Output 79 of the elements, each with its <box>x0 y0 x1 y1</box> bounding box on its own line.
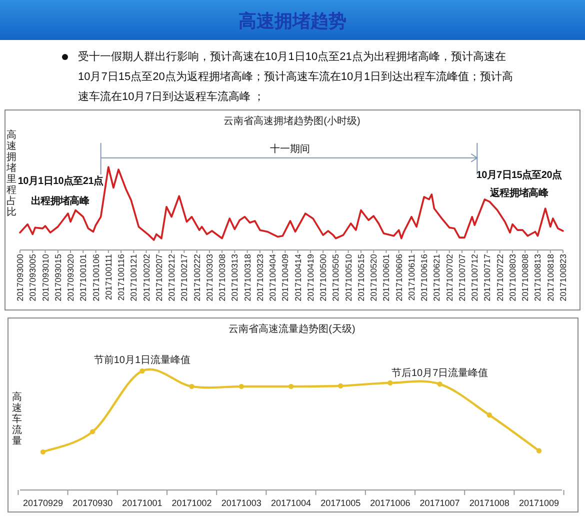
x-tick-label: 2017100414 <box>292 254 303 302</box>
x-tick-label: 2017093000 <box>15 254 25 302</box>
annotation: 节后10月7日流量峰值 <box>391 367 488 380</box>
x-tick-label: 20171003 <box>221 498 262 508</box>
annotation: 节前10月1日流量峰值 <box>94 354 191 366</box>
x-tick-label: 20171005 <box>320 498 361 508</box>
x-tick-label: 2017093005 <box>28 254 38 302</box>
x-tick-label: 2017100717 <box>482 254 492 302</box>
x-tick-label: 20170929 <box>22 498 64 508</box>
x-tick-label: 2017100212 <box>166 254 177 302</box>
x-tick-label: 2017100707 <box>456 254 467 302</box>
text: 高速拥堵趋势 <box>238 10 348 33</box>
y-axis-title: 高速拥堵里程占比 <box>6 129 16 218</box>
point <box>90 429 96 434</box>
x-tick-label: 2017100207 <box>154 254 164 302</box>
x-tick-label: 2017100505 <box>330 254 341 302</box>
x-tick-label: 2017093010 <box>40 254 50 302</box>
x-tick-label: 20171002 <box>172 498 212 508</box>
x-tick-label: 2017093015 <box>52 254 63 302</box>
x-tick-label: 20171007 <box>420 498 460 508</box>
x-tick-label: 20171008 <box>469 498 510 508</box>
x-tick-label: 2017100116 <box>116 254 126 301</box>
x-tick-label: 2017100500 <box>318 254 328 302</box>
x-tick-label: 2017100818 <box>545 254 556 302</box>
point <box>238 384 244 390</box>
x-tick-label: 2017100111 <box>103 254 114 300</box>
point <box>40 449 46 455</box>
x-tick-label: 20170930 <box>72 498 113 508</box>
x-tick-label: 2017100722 <box>494 254 505 302</box>
x-tick-label: 2017100409 <box>280 254 290 302</box>
x-tick-label: 2017100318 <box>242 254 252 302</box>
x-tick-label: 2017100303 <box>204 254 214 302</box>
point <box>536 448 542 454</box>
x-tick-label: 2017100823 <box>558 254 568 302</box>
x-tick-label: 20171006 <box>370 498 410 508</box>
x-tick-label: 2017100813 <box>532 254 543 302</box>
text: 十一期间 <box>270 143 310 155</box>
x-tick-label: 2017100121 <box>128 254 139 302</box>
x-tick-label: 20171009 <box>518 498 560 508</box>
x-tick-label: 2017100222 <box>192 254 202 302</box>
point <box>486 412 492 418</box>
x-tick-label: 2017100808 <box>520 254 530 302</box>
point <box>140 368 145 374</box>
x-tick-label: 2017100419 <box>305 254 316 302</box>
x-tick-label: 2017100803 <box>507 254 518 302</box>
chart-title: 云南省高速拥堵趋势图(小时级) <box>224 115 360 127</box>
x-tick-label: 2017100515 <box>356 254 366 302</box>
x-tick-label: 2017100520 <box>368 254 379 302</box>
annotation: 10月7日15点至20点 <box>476 169 562 181</box>
text: 受十一假期人群出行影响，预计高速在10月1日10点至21点为出程拥堵高峰，预计高速在10月7日15点至20点为返程拥堵高峰；预计高速车流在10月1日到达出程车流峰值；预计高速车流在10月7日到达返程车流高峰 ； <box>78 50 514 105</box>
x-tick-label: 2017100611 <box>406 254 416 301</box>
point <box>437 381 442 387</box>
annotation: 返程拥堵高峰 <box>488 187 550 199</box>
x-tick-label: 2017100702 <box>444 254 454 302</box>
x-tick-label: 2017100404 <box>268 254 278 302</box>
x-tick-label: 2017100101 <box>78 254 88 302</box>
x-tick-label: 2017100308 <box>217 254 228 302</box>
y-axis-title: 高速车流量 <box>12 391 22 447</box>
chart-title: 云南省高速流量趋势图(天级) <box>228 323 356 335</box>
x-tick-label: 2017100621 <box>432 254 442 302</box>
x-tick-label: 20171004 <box>270 498 312 508</box>
x-tick-label: 2017100313 <box>230 254 240 302</box>
point <box>338 383 344 388</box>
annotation: 出程拥堵高峰 <box>30 195 90 207</box>
x-tick-label: 2017100606 <box>394 254 404 302</box>
annotation: 10月1日10点至21点 <box>18 175 104 187</box>
x-tick-label: 2017100202 <box>141 254 152 302</box>
x-tick-label: 2017100323 <box>254 254 265 302</box>
x-tick-label: 2017100510 <box>343 254 354 302</box>
x-tick-label: 2017100601 <box>381 254 392 302</box>
point <box>388 380 393 386</box>
x-tick-label: 2017100217 <box>179 254 190 302</box>
x-tick-label: 20171001 <box>122 498 162 508</box>
point <box>288 384 294 390</box>
x-tick-label: 2017100106 <box>90 254 101 302</box>
x-tick-label: 2017100616 <box>419 254 430 302</box>
x-tick-label: 2017093020 <box>66 254 76 302</box>
x-tick-label: 2017100712 <box>470 254 480 302</box>
point <box>189 384 194 390</box>
